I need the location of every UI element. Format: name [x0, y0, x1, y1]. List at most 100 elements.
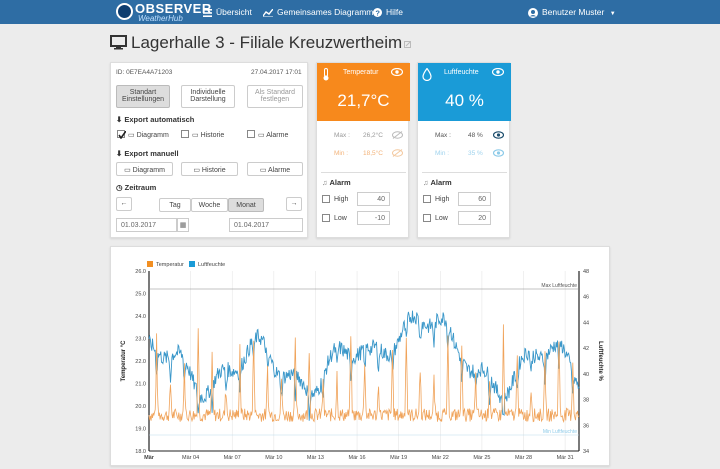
download-icon: ⬇ — [116, 149, 125, 158]
menu-icon — [203, 8, 212, 17]
temp-high-checkbox[interactable] — [322, 195, 330, 203]
x-tick-label: Mär 25 — [473, 455, 490, 461]
download-icon: ⬇ — [116, 115, 125, 124]
y-axis-right-title: Luftfeuchte % — [597, 341, 603, 381]
hum-low-input[interactable]: 20 — [458, 211, 491, 225]
hum-low-checkbox[interactable] — [423, 214, 431, 222]
export-history-button[interactable]: ▭ Historie — [181, 162, 238, 176]
monitor-icon — [110, 35, 127, 50]
nav-help[interactable]: ? Hilfe — [373, 0, 403, 24]
x-tick-label: Mär — [144, 455, 155, 461]
temperature-humidity-chart[interactable]: Temperatur Luftfeuchte Max Luftfeuchte M… — [111, 247, 611, 467]
date-from-input[interactable]: 01.03.2017 — [116, 218, 177, 232]
set-default-button[interactable]: Als Standard festlegen — [247, 85, 303, 108]
eye-icon[interactable] — [493, 149, 504, 157]
next-period-button[interactable]: → — [286, 197, 302, 211]
hum-alarm-heading: ♫ Alarm — [423, 178, 452, 187]
y-right-tick-label: 38 — [583, 398, 589, 404]
temp-low-checkbox[interactable] — [322, 214, 330, 222]
date-to-input[interactable]: 01.04.2017 — [229, 218, 303, 232]
individual-view-button[interactable]: Individuelle Darstellung — [181, 85, 235, 108]
hum-high-input[interactable]: 60 — [458, 192, 491, 206]
prev-period-button[interactable]: ← — [116, 197, 132, 211]
nav-overview[interactable]: Übersicht — [203, 0, 252, 24]
caret-down-icon: ▼ — [609, 11, 616, 17]
eye-slash-icon[interactable] — [392, 131, 403, 139]
temp-min-value: 18,5°C — [363, 150, 383, 157]
export-auto-alarms-checkbox[interactable] — [247, 130, 255, 138]
humidity-title: Luftfeuchte — [444, 69, 479, 76]
hum-low-label: Low — [435, 215, 448, 222]
navbar: OBSERVER WeatherHub Übersicht Gemeinsame… — [0, 0, 720, 24]
calendar-icon[interactable]: ▦ — [177, 218, 189, 232]
user-menu[interactable]: Benutzer Muster ▼ — [528, 0, 616, 24]
legend-temp-label: Temperatur — [156, 262, 184, 268]
y-right-tick-label: 36 — [583, 423, 589, 429]
brand-logo[interactable]: OBSERVER WeatherHub — [116, 1, 212, 23]
y-right-tick-label: 40 — [583, 372, 589, 378]
export-auto-diagram-checkbox[interactable] — [117, 130, 127, 140]
settings-panel: ID: 0E7EA4A71203 27.04.2017 17:01 Standa… — [110, 62, 308, 238]
y-left-tick-label: 24.0 — [135, 314, 146, 320]
range-day-button[interactable]: Tag — [159, 198, 191, 212]
eye-icon[interactable] — [391, 68, 403, 76]
export-auto-heading: ⬇ Export automatisch — [116, 115, 195, 124]
arrow-right-icon: → — [290, 200, 298, 207]
page-title: Lagerhalle 3 - Filiale Kreuzwertheim — [131, 33, 403, 52]
file-icon: ▭ — [128, 132, 137, 139]
min-humidity-label: Min Luftfeuchte — [543, 429, 577, 435]
x-tick-label: Mär 16 — [349, 455, 366, 461]
legend-hum-swatch — [189, 261, 195, 267]
y-axis-left-title: Temperatur °C — [121, 340, 127, 382]
x-tick-label: Mär 28 — [515, 455, 532, 461]
temperature-title: Temperatur — [343, 69, 379, 76]
y-right-tick-label: 44 — [583, 320, 589, 326]
range-month-button[interactable]: Monat — [228, 198, 264, 212]
y-left-tick-label: 22.0 — [135, 359, 146, 365]
export-auto-history-checkbox[interactable] — [181, 130, 189, 138]
x-tick-label: Mär 31 — [557, 455, 574, 461]
legend-temp-swatch — [147, 261, 153, 267]
y-left-tick-label: 21.0 — [135, 382, 146, 388]
max-humidity-label: Max Luftfeuchte — [541, 283, 577, 289]
temp-high-label: High — [334, 196, 349, 203]
x-tick-label: Mär 07 — [224, 455, 241, 461]
eye-icon[interactable] — [492, 68, 504, 76]
temp-low-label: Low — [334, 215, 347, 222]
export-alarms-button[interactable]: ▭ Alarme — [247, 162, 303, 176]
edit-icon[interactable] — [404, 41, 411, 48]
svg-text:?: ? — [375, 9, 380, 18]
eye-slash-icon[interactable] — [392, 149, 403, 157]
x-tick-label: Mär 19 — [390, 455, 407, 461]
temperature-value: 21,7°C — [337, 91, 390, 110]
divider — [321, 172, 406, 173]
last-update: 27.04.2017 17:01 — [251, 69, 302, 76]
y-right-tick-label: 42 — [583, 346, 589, 352]
timerange-heading: ◷ Zeitraum — [116, 183, 157, 192]
temp-max-value: 26,2°C — [363, 132, 383, 139]
export-diagram-button[interactable]: ▭ Diagramm — [116, 162, 173, 176]
hum-min-label: Min : — [435, 150, 450, 157]
temperature-series — [148, 324, 580, 423]
temp-alarm-heading: ♫ Alarm — [322, 178, 351, 187]
eye-icon[interactable] — [493, 131, 504, 139]
nav-shared-chart[interactable]: Gemeinsames Diagramm — [262, 0, 374, 24]
standard-settings-button[interactable]: Standart Einstellungen — [116, 85, 170, 108]
temperature-header: Temperatur 21,7°C — [317, 63, 410, 121]
humidity-series — [148, 310, 580, 421]
brand-subname: WeatherHub — [138, 14, 183, 23]
nav-overview-label: Übersicht — [216, 7, 252, 17]
legend-hum-label: Luftfeuchte — [198, 262, 225, 268]
hum-high-checkbox[interactable] — [423, 195, 431, 203]
bell-icon: ♫ — [322, 178, 330, 187]
nav-shared-chart-label: Gemeinsames Diagramm — [277, 7, 374, 17]
temp-max-label: Max : — [334, 132, 350, 139]
temp-high-input[interactable]: 40 — [357, 192, 390, 206]
hum-max-label: Max : — [435, 132, 451, 139]
hum-max-value: 48 % — [468, 132, 483, 139]
file-icon: ▭ — [124, 167, 133, 174]
file-icon: ▭ — [258, 132, 267, 139]
range-week-button[interactable]: Woche — [191, 198, 228, 212]
line-chart-icon — [262, 8, 274, 18]
temp-low-input[interactable]: -10 — [357, 211, 390, 225]
